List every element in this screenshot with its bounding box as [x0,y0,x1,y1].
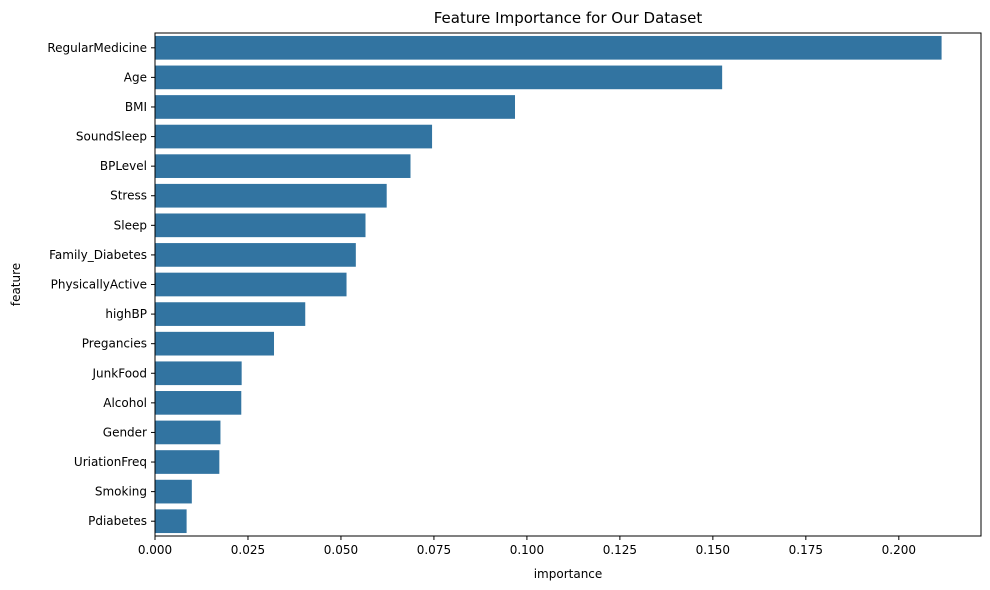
y-tick-label: PhysicallyActive [51,278,147,292]
bar-BPLevel [155,154,411,178]
plot-frame [154,32,982,537]
y-axis-ticks: RegularMedicine Age BMI SoundSleep BPLevel St… [47,41,155,528]
bar-Pregancies [155,331,275,356]
y-tick-label: Pregancies [82,337,147,351]
bar-Smoking [155,479,192,504]
y-tick-label: Smoking [95,485,147,499]
y-tick-label: Pdiabetes [88,514,147,528]
x-axis-label: importance [534,567,603,581]
x-tick-label: 0.175 [789,543,823,557]
y-tick-label: UriationFreq [74,455,147,469]
y-tick-label: Age [124,70,147,84]
bar-BMI [155,95,516,119]
x-tick-label: 0.000 [138,543,172,557]
y-tick-label: Sleep [114,218,147,232]
y-tick-label: Gender [103,425,147,439]
bar-RegularMedicine [155,35,942,60]
x-tick-label: 0.100 [510,543,544,557]
y-tick-label: JunkFood [92,366,147,380]
bar-Family_Diabetes [155,243,356,267]
x-tick-label: 0.075 [417,543,451,557]
bar-highBP [155,302,306,326]
bar-JunkFood [155,361,242,386]
bar-Alcohol [155,391,242,415]
bar-UriationFreq [155,450,220,474]
bar-Pdiabetes [155,509,187,534]
x-tick-label: 0.025 [231,543,265,557]
bar-PhysicallyActive [155,272,347,297]
y-tick-label: Family_Diabetes [49,248,147,262]
bar-SoundSleep [155,124,433,149]
y-tick-label: Stress [110,189,147,203]
y-axis-label: feature [9,263,23,306]
x-tick-label: 0.125 [603,543,637,557]
bar-Sleep [155,213,366,238]
bar-Stress [155,183,387,208]
chart-title: Feature Importance for Our Dataset [434,9,703,27]
y-tick-label: highBP [105,307,147,321]
x-tick-label: 0.050 [324,543,358,557]
bar-Age [155,65,723,90]
bar-Gender [155,420,221,445]
bars-group [155,35,942,534]
y-tick-label: Alcohol [103,396,147,410]
y-tick-label: BMI [125,100,147,114]
x-tick-label: 0.150 [696,543,730,557]
x-axis-ticks: 0.000 0.025 0.050 0.075 0.100 0.125 0.150 0.175… [138,536,916,557]
y-tick-label: SoundSleep [76,130,147,144]
y-tick-label: RegularMedicine [47,41,147,55]
y-tick-label: BPLevel [100,159,147,173]
x-tick-label: 0.200 [882,543,916,557]
